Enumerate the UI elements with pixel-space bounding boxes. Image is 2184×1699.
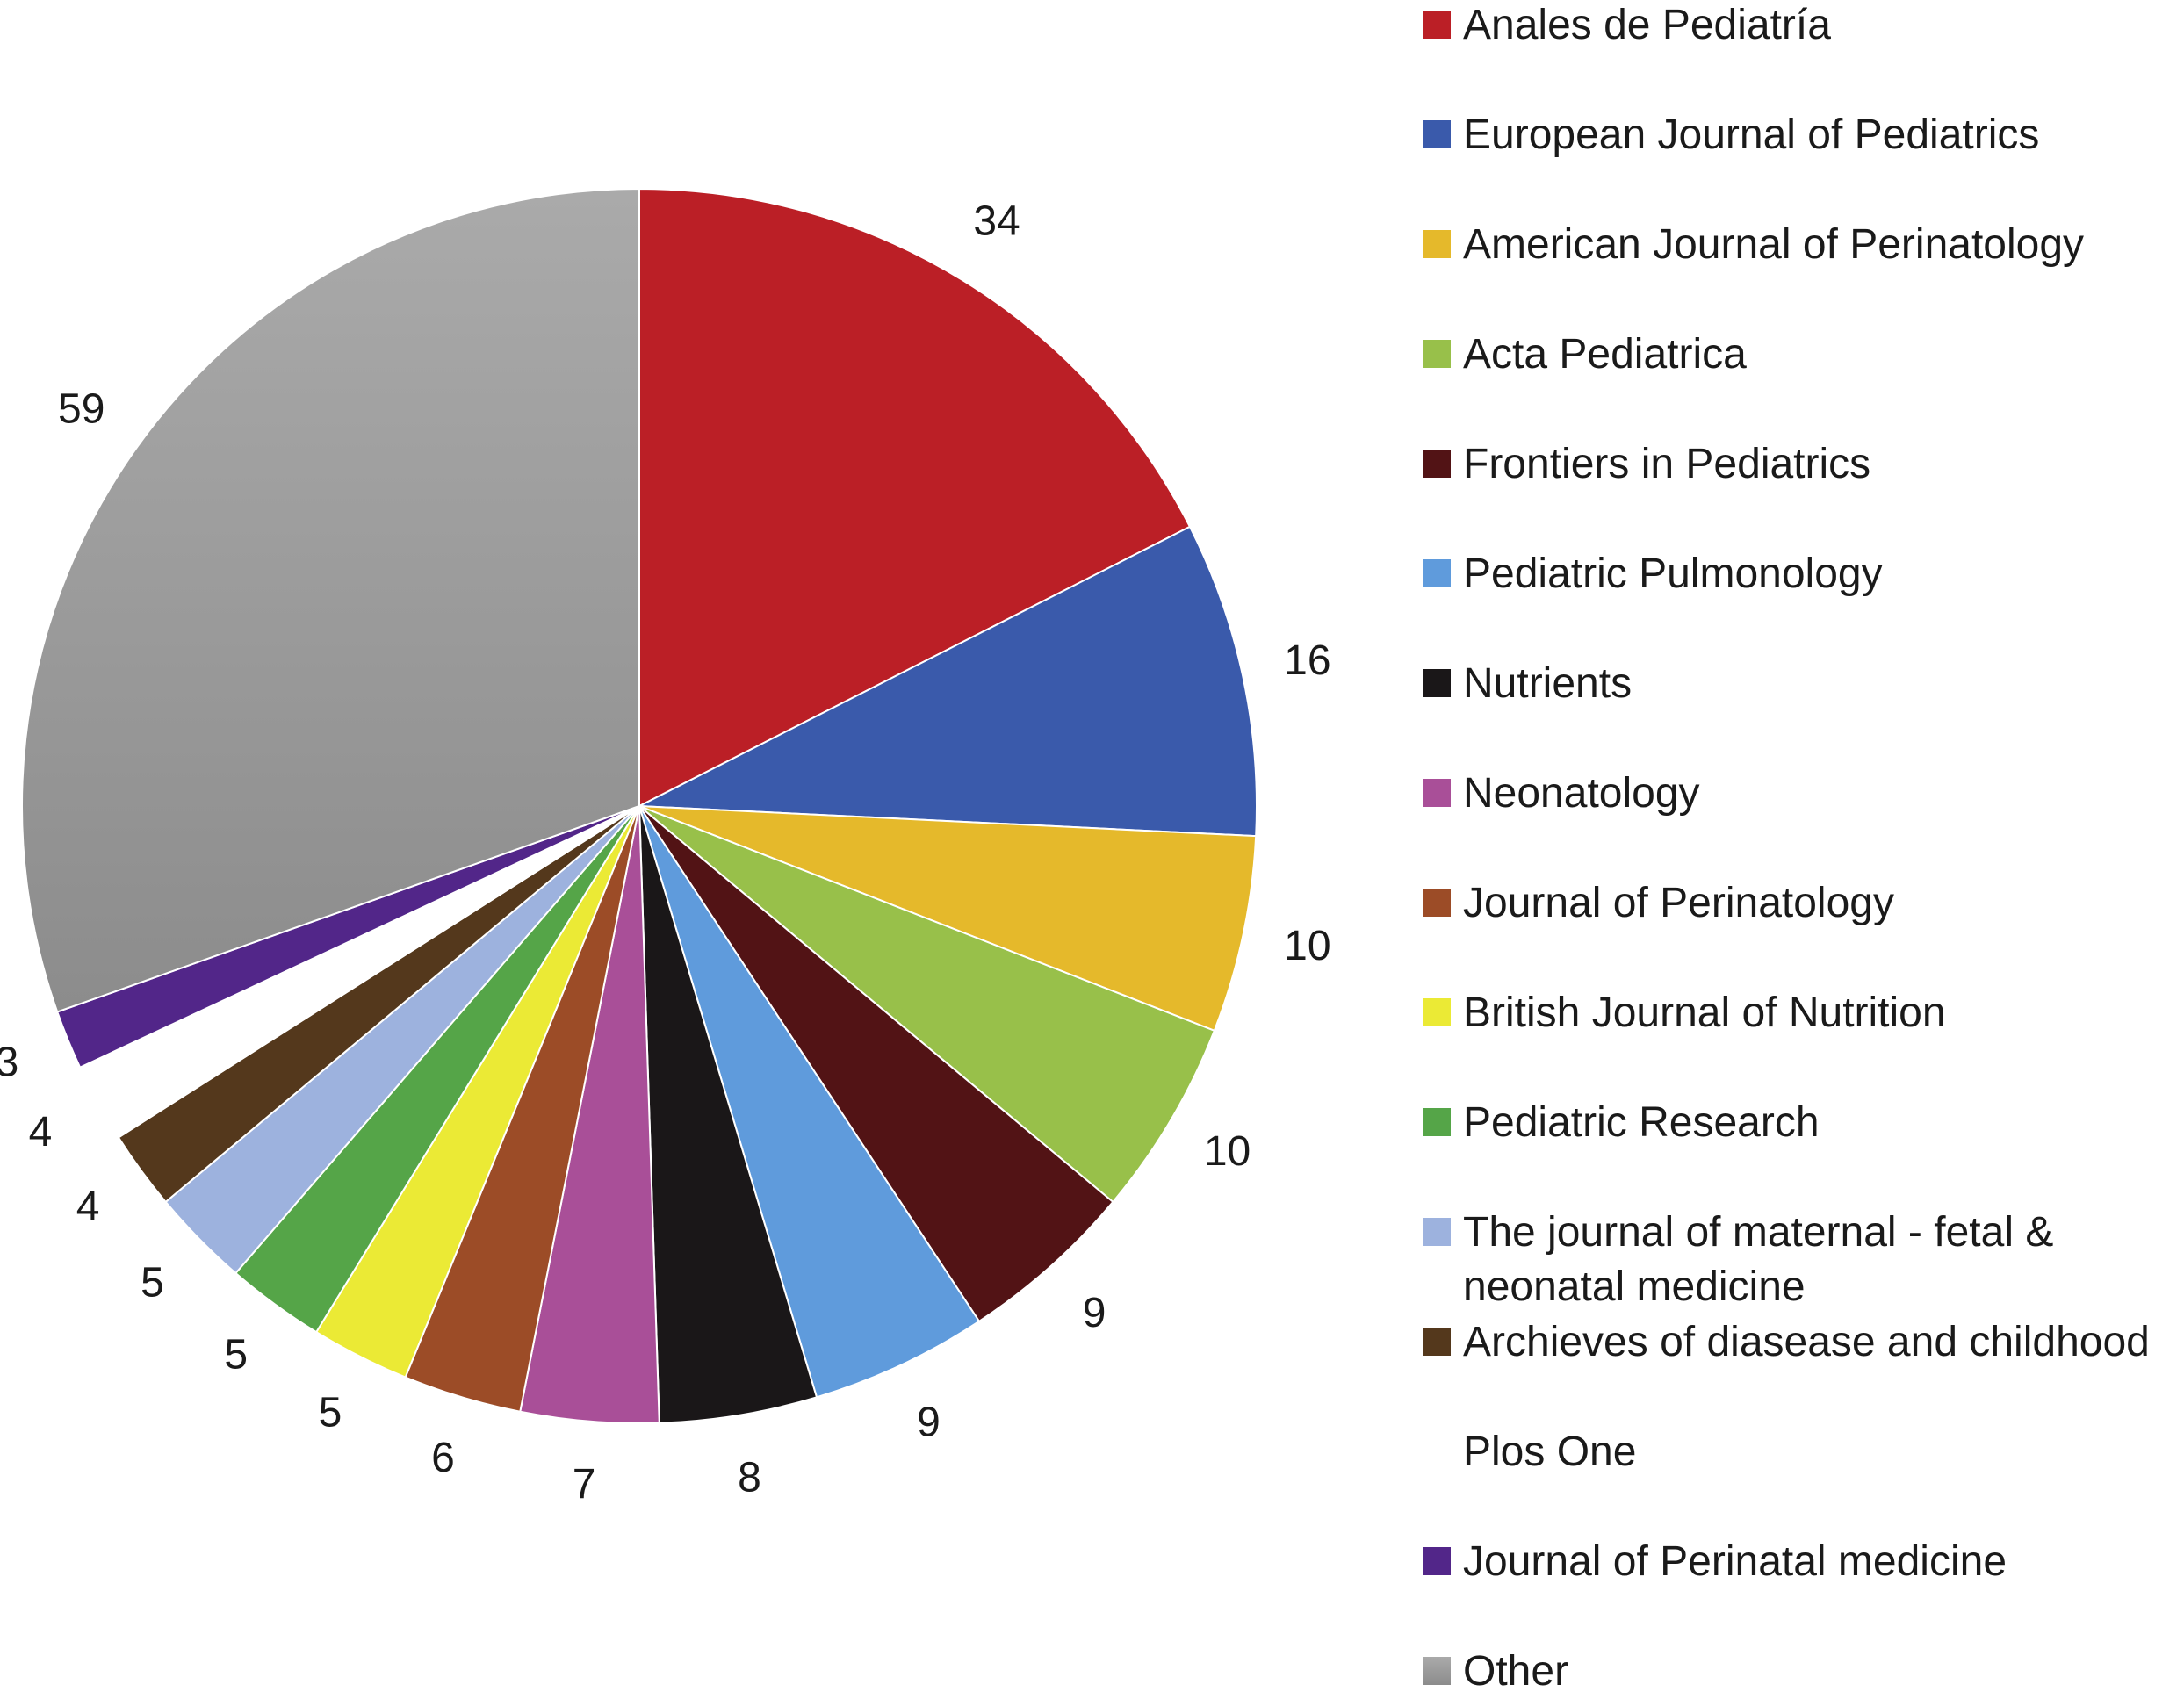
legend-item-other: Other (1423, 1645, 2183, 1699)
legend-swatch (1423, 559, 1451, 587)
legend-item-frontiers-in-pediatrics: Frontiers in Pediatrics (1423, 437, 2183, 492)
legend-label: Anales de Pediatría (1463, 2, 1831, 48)
data-label-the-journal-of-maternal-fetal-neonatal-medicine: 5 (141, 1259, 164, 1306)
pie-slice-other (21, 187, 640, 1013)
legend-swatch (1423, 450, 1451, 478)
data-label-journal-of-perinatology: 6 (431, 1435, 455, 1481)
legend-label: Journal of Perinatology (1463, 880, 1894, 926)
legend-swatch (1423, 779, 1451, 807)
legend-label: Nutrients (1463, 660, 1633, 707)
data-label-anales-de-pediatr-a: 34 (973, 198, 1020, 245)
legend-label: American Journal of Perinatology (1463, 221, 2085, 268)
legend-swatch (1423, 998, 1451, 1026)
pie-slice-nutrients (638, 805, 818, 1424)
legend-item-journal-of-perinatal-medicine: Journal of Perinatal medicine (1423, 1535, 2183, 1589)
legend-label: European Journal of Pediatrics (1463, 112, 2040, 158)
legend-label: The journal of maternal - fetal & neonat… (1463, 1209, 2054, 1310)
legend-swatch (1423, 1328, 1451, 1356)
data-label-american-journal-of-perinatology: 10 (1284, 923, 1330, 969)
data-label-european-journal-of-pediatrics: 16 (1284, 637, 1330, 684)
legend-swatch (1423, 340, 1451, 368)
data-label-acta-pediatrica: 10 (1204, 1128, 1251, 1175)
legend-label: Plos One (1463, 1429, 1637, 1475)
data-label-nutrients: 8 (738, 1454, 761, 1501)
legend-label: Acta Pediatrica (1463, 331, 1747, 378)
legend-label: Archieves of diasease and childhood (1463, 1319, 2150, 1365)
legend-item-neonatology: Neonatology (1423, 767, 2183, 821)
pie-slice-acta-pediatrica (638, 805, 1216, 1204)
legend-item-american-journal-of-perinatology: American Journal of Perinatology (1423, 218, 2183, 272)
pie-slice-american-journal-of-perinatology (638, 805, 1258, 1033)
legend-label: Pediatric Pulmonology (1463, 551, 1883, 597)
legend-item-nutrients: Nutrients (1423, 657, 2183, 711)
legend-swatch (1423, 1547, 1451, 1575)
legend-swatch (1423, 669, 1451, 697)
legend-item-british-journal-of-nutrition: British Journal of Nutrition (1423, 986, 2183, 1040)
legend-item-plos-one: Plos One (1423, 1425, 2183, 1479)
pie-slice-frontiers-in-pediatrics (638, 805, 1114, 1323)
legend-label: Journal of Perinatal medicine (1463, 1538, 2007, 1585)
legend-item-the-journal-of-maternal-fetal-neonatal-medicine: The journal of maternal - fetal & neonat… (1423, 1206, 2148, 1314)
legend-label: Pediatric Research (1463, 1099, 1820, 1146)
legend-item-journal-of-perinatology: Journal of Perinatology (1423, 876, 2183, 931)
legend-label: Neonatology (1463, 770, 1700, 817)
data-label-pediatric-research: 5 (224, 1332, 248, 1379)
legend-item-pediatric-pulmonology: Pediatric Pulmonology (1423, 547, 2183, 601)
data-label-british-journal-of-nutrition: 5 (319, 1389, 342, 1436)
data-label-archieves-of-diasease-and-childhood: 4 (76, 1184, 100, 1230)
legend-swatch (1423, 230, 1451, 258)
legend-item-archieves-of-diasease-and-childhood: Archieves of diasease and childhood (1423, 1315, 2183, 1370)
legend-item-european-journal-of-pediatrics: European Journal of Pediatrics (1423, 108, 2183, 162)
data-label-neonatology: 7 (573, 1461, 596, 1508)
data-label-pediatric-pulmonology: 9 (917, 1399, 941, 1445)
legend-label: Frontiers in Pediatrics (1463, 441, 1871, 487)
legend-item-anales-de-pediatr-a: Anales de Pediatría (1423, 0, 2183, 53)
legend-swatch (1423, 11, 1451, 39)
legend-label: British Journal of Nutrition (1463, 990, 1946, 1036)
pie-slice-pediatric-pulmonology (638, 805, 981, 1399)
legend-swatch (1423, 1657, 1451, 1685)
legend-item-pediatric-research: Pediatric Research (1423, 1096, 2183, 1150)
legend-label: Other (1463, 1648, 1569, 1695)
legend-swatch (1423, 889, 1451, 917)
data-label-plos-one: 4 (29, 1109, 53, 1155)
data-label-other: 59 (58, 386, 105, 433)
data-label-journal-of-perinatal-medicine: 3 (0, 1039, 18, 1085)
legend-swatch (1423, 120, 1451, 148)
legend-swatch (1423, 1437, 1451, 1465)
legend-swatch (1423, 1108, 1451, 1136)
legend-swatch (1423, 1218, 1451, 1246)
pie-slice-anales-de-pediatr-a (638, 187, 1192, 808)
pie-slice-european-journal-of-pediatrics (636, 525, 1258, 838)
legend-item-acta-pediatrica: Acta Pediatrica (1423, 328, 2183, 382)
data-label-frontiers-in-pediatrics: 9 (1083, 1290, 1106, 1336)
